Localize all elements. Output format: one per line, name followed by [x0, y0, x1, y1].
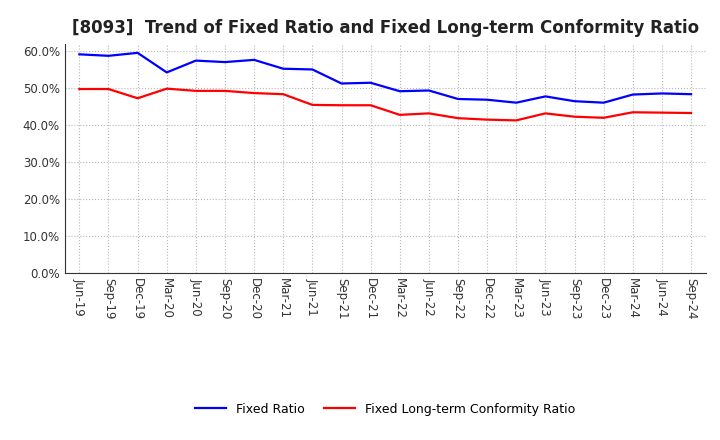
- Fixed Long-term Conformity Ratio: [279, 92, 287, 97]
- Title: [8093]  Trend of Fixed Ratio and Fixed Long-term Conformity Ratio: [8093] Trend of Fixed Ratio and Fixed Lo…: [71, 19, 699, 37]
- Fixed Long-term Conformity Ratio: [337, 103, 346, 108]
- Fixed Ratio: [366, 80, 375, 85]
- Fixed Ratio: [687, 92, 696, 97]
- Fixed Long-term Conformity Ratio: [308, 102, 317, 107]
- Fixed Ratio: [657, 91, 666, 96]
- Fixed Ratio: [163, 70, 171, 75]
- Fixed Ratio: [104, 53, 113, 59]
- Fixed Ratio: [541, 94, 550, 99]
- Fixed Ratio: [599, 100, 608, 105]
- Line: Fixed Ratio: Fixed Ratio: [79, 53, 691, 103]
- Fixed Long-term Conformity Ratio: [687, 110, 696, 116]
- Fixed Long-term Conformity Ratio: [163, 86, 171, 91]
- Fixed Ratio: [308, 67, 317, 72]
- Fixed Long-term Conformity Ratio: [220, 88, 229, 94]
- Line: Fixed Long-term Conformity Ratio: Fixed Long-term Conformity Ratio: [79, 88, 691, 121]
- Fixed Long-term Conformity Ratio: [395, 112, 404, 117]
- Fixed Long-term Conformity Ratio: [541, 111, 550, 116]
- Fixed Long-term Conformity Ratio: [599, 115, 608, 121]
- Fixed Long-term Conformity Ratio: [133, 95, 142, 101]
- Fixed Long-term Conformity Ratio: [75, 86, 84, 92]
- Fixed Long-term Conformity Ratio: [657, 110, 666, 115]
- Fixed Ratio: [512, 100, 521, 105]
- Fixed Ratio: [454, 96, 462, 102]
- Fixed Ratio: [570, 99, 579, 104]
- Fixed Long-term Conformity Ratio: [629, 110, 637, 115]
- Fixed Ratio: [425, 88, 433, 93]
- Fixed Ratio: [629, 92, 637, 97]
- Fixed Ratio: [250, 57, 258, 62]
- Fixed Ratio: [75, 51, 84, 57]
- Fixed Ratio: [337, 81, 346, 86]
- Fixed Ratio: [279, 66, 287, 71]
- Fixed Long-term Conformity Ratio: [366, 103, 375, 108]
- Fixed Long-term Conformity Ratio: [483, 117, 492, 122]
- Fixed Ratio: [220, 59, 229, 65]
- Fixed Long-term Conformity Ratio: [104, 86, 113, 92]
- Fixed Long-term Conformity Ratio: [192, 88, 200, 94]
- Legend: Fixed Ratio, Fixed Long-term Conformity Ratio: Fixed Ratio, Fixed Long-term Conformity …: [190, 398, 580, 421]
- Fixed Long-term Conformity Ratio: [425, 111, 433, 116]
- Fixed Ratio: [483, 97, 492, 103]
- Fixed Ratio: [395, 88, 404, 94]
- Fixed Ratio: [133, 50, 142, 55]
- Fixed Long-term Conformity Ratio: [570, 114, 579, 119]
- Fixed Long-term Conformity Ratio: [250, 91, 258, 96]
- Fixed Long-term Conformity Ratio: [454, 116, 462, 121]
- Fixed Long-term Conformity Ratio: [512, 118, 521, 123]
- Fixed Ratio: [192, 58, 200, 63]
